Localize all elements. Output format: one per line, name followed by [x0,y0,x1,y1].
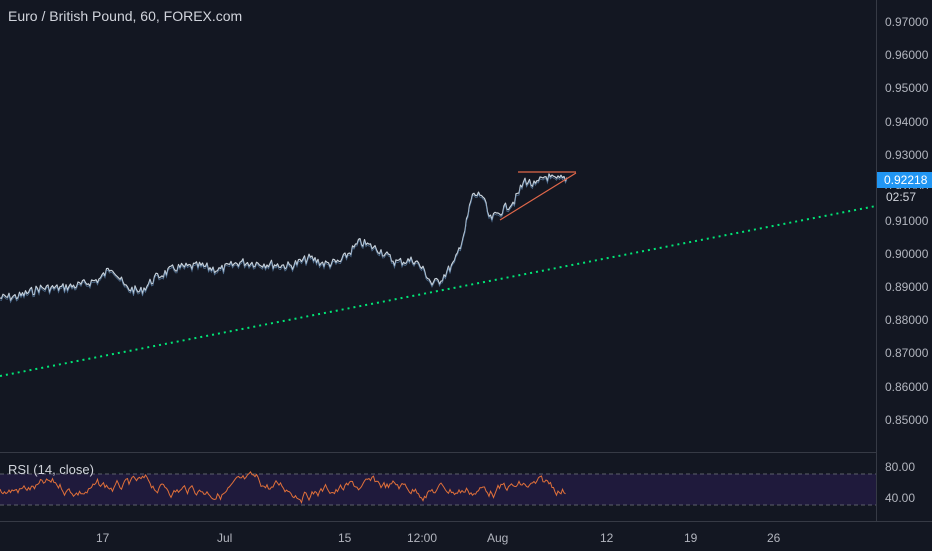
time-tick: 26 [767,531,781,545]
price-line [0,173,568,301]
price-tick: 0.91000 [885,214,929,228]
price-tick: 0.90000 [885,247,929,261]
time-tick: 15 [338,531,352,545]
price-tick: 0.94000 [885,115,929,129]
price-tick: 0.96000 [885,48,929,62]
time-tick: 19 [684,531,698,545]
time-tick: Jul [217,531,233,545]
time-tick: Aug [487,531,509,545]
price-tick: 0.87000 [885,346,929,360]
time-tick: 12:00 [407,531,438,545]
main-chart-pane[interactable] [0,0,876,452]
time-tick: 17 [96,531,110,545]
price-tick: 0.85000 [885,413,929,427]
price-tick: 0.95000 [885,81,929,95]
price-tick: 0.88000 [885,313,929,327]
rsi-line [0,471,566,505]
price-tick: 0.97000 [885,15,929,29]
price-tick: 0.89000 [885,280,929,294]
price-tick: 0.86000 [885,380,929,394]
last-price-badge: 0.92218 [877,172,932,188]
rsi-level-label: 40.00 [885,491,916,505]
symbol-title[interactable]: Euro / British Pound, 60, FOREX.com [8,8,243,24]
time-axis[interactable] [0,521,932,551]
price-tick: 0.93000 [885,148,929,162]
rsi-indicator-title[interactable]: RSI (14, close) [8,462,94,477]
rsi-band [0,474,876,505]
triangle-bottom-line [499,172,577,221]
price-axis[interactable] [876,0,932,521]
bar-countdown: 02:57 [877,189,932,205]
pane-separator[interactable] [0,452,932,453]
rsi-level-label: 80.00 [885,460,916,474]
time-tick: 12 [600,531,614,545]
price-line-shade [0,174,568,304]
